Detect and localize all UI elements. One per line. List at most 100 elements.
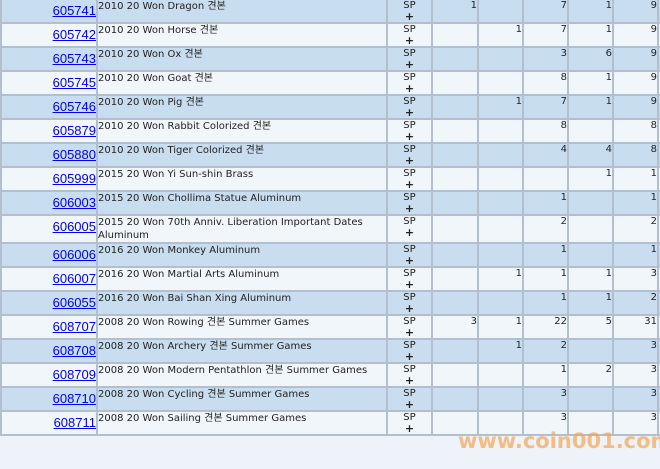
spacer-cell	[657, 362, 660, 388]
coin-id-link[interactable]: 608711	[53, 415, 96, 430]
grade-label: SP	[403, 316, 416, 327]
plus-link[interactable]: +	[404, 254, 415, 267]
count-cell	[567, 242, 614, 268]
spacer-cell	[657, 338, 660, 364]
plus-link[interactable]: +	[404, 422, 415, 435]
count-cell: 1	[522, 242, 569, 268]
description-cell: 2010 20 Won Dragon 견본	[96, 0, 388, 24]
table-row: 605743 2010 20 Won Ox 견본 SP +3 6 9	[0, 46, 660, 72]
coin-id-link[interactable]: 606007	[52, 271, 96, 286]
count-cell: 3	[522, 46, 569, 72]
count-cell: 3	[612, 338, 659, 364]
spacer-cell	[657, 190, 660, 216]
count-cell: 3	[612, 386, 659, 412]
table-row: 605880 2010 20 Won Tiger Colorized 견본 SP +4…	[0, 142, 660, 168]
coin-id-link[interactable]: 608709	[52, 367, 96, 382]
plus-link[interactable]: +	[404, 154, 415, 167]
table-row: 605746 2010 20 Won Pig 견본 SP +1 7 1 9	[0, 94, 660, 120]
coin-id-link[interactable]: 606055	[52, 295, 96, 310]
coin-id-link[interactable]: 605879	[52, 123, 96, 138]
id-cell: 606003	[0, 190, 98, 216]
count-cell	[431, 386, 479, 412]
plus-link[interactable]: +	[404, 278, 415, 291]
coin-id-link[interactable]: 605742	[52, 27, 96, 42]
count-cell: 1	[477, 94, 524, 120]
count-cell	[431, 266, 479, 292]
coin-id-link[interactable]: 606006	[52, 247, 96, 262]
spacer-cell	[657, 166, 660, 192]
coin-id-link[interactable]: 608708	[52, 343, 96, 358]
grade-cell: SP +	[386, 166, 433, 192]
id-cell: 605880	[0, 142, 98, 168]
id-cell: 605743	[0, 46, 98, 72]
plus-link[interactable]: +	[404, 10, 415, 23]
spacer-cell	[657, 0, 660, 24]
count-cell	[431, 118, 479, 144]
grade-label: SP	[403, 168, 416, 179]
count-cell: 1	[567, 70, 614, 96]
plus-link[interactable]: +	[404, 374, 415, 387]
spacer-cell	[657, 118, 660, 144]
coin-id-link[interactable]: 605999	[52, 171, 96, 186]
count-cell: 3	[612, 266, 659, 292]
coin-id-link[interactable]: 605745	[52, 75, 96, 90]
plus-link[interactable]: +	[404, 350, 415, 363]
grade-cell: SP +	[386, 46, 433, 72]
count-cell	[477, 290, 524, 316]
plus-link[interactable]: +	[404, 226, 415, 239]
grade-cell: SP +	[386, 190, 433, 216]
grade-cell: SP +	[386, 0, 433, 24]
count-cell	[431, 70, 479, 96]
table-row: 605879 2010 20 Won Rabbit Colorized 견본 SP +…	[0, 118, 660, 144]
plus-link[interactable]: +	[404, 398, 415, 411]
coin-id-link[interactable]: 605880	[52, 147, 96, 162]
plus-link[interactable]: +	[404, 202, 415, 215]
description-cell: 2015 20 Won 70th Anniv. Liberation Impor…	[96, 214, 388, 244]
plus-link[interactable]: +	[404, 302, 415, 315]
coin-id-link[interactable]: 605741	[52, 3, 96, 18]
table-row: 608707 2008 20 Won Rowing 견본 Summer Games…	[0, 314, 660, 340]
plus-link[interactable]: +	[404, 326, 415, 339]
grade-cell: SP +	[386, 410, 433, 436]
count-cell	[431, 142, 479, 168]
coin-id-link[interactable]: 608710	[52, 391, 96, 406]
description-cell: 2010 20 Won Horse 견본	[96, 22, 388, 48]
id-cell: 605745	[0, 70, 98, 96]
plus-link[interactable]: +	[404, 178, 415, 191]
count-cell: 1	[477, 338, 524, 364]
count-cell: 6	[567, 46, 614, 72]
id-cell: 608708	[0, 338, 98, 364]
count-cell: 2	[612, 290, 659, 316]
population-table: 605741 2010 20 Won Dragon 견본 SP +1 7 1 9 605742…	[0, 0, 660, 436]
count-cell: 1	[477, 314, 524, 340]
count-cell: 1	[522, 290, 569, 316]
grade-cell: SP +	[386, 142, 433, 168]
coin-id-link[interactable]: 605746	[52, 99, 96, 114]
plus-link[interactable]: +	[404, 130, 415, 143]
spacer-cell	[657, 242, 660, 268]
count-cell: 3	[612, 410, 659, 436]
grade-label: SP	[403, 96, 416, 107]
table-row: 608711 2008 20 Won Sailing 견본 Summer Game…	[0, 410, 660, 436]
count-cell	[477, 410, 524, 436]
count-cell	[431, 338, 479, 364]
plus-link[interactable]: +	[404, 34, 415, 47]
table-row: 605999 2015 20 Won Yi Sun-shin Brass SP +1 1	[0, 166, 660, 192]
count-cell	[567, 338, 614, 364]
coin-id-link[interactable]: 608707	[52, 319, 96, 334]
count-cell: 1	[567, 22, 614, 48]
coin-id-link[interactable]: 605743	[52, 51, 96, 66]
coin-id-link[interactable]: 606005	[52, 219, 96, 234]
grade-label: SP	[403, 268, 416, 279]
count-cell: 3	[522, 410, 569, 436]
count-cell: 1	[567, 0, 614, 24]
plus-link[interactable]: +	[404, 58, 415, 71]
plus-link[interactable]: +	[404, 106, 415, 119]
coin-id-link[interactable]: 606003	[52, 195, 96, 210]
count-cell: 1	[567, 290, 614, 316]
count-cell	[431, 166, 479, 192]
plus-link[interactable]: +	[404, 82, 415, 95]
description-cell: 2008 20 Won Sailing 견본 Summer Games	[96, 410, 388, 436]
count-cell	[431, 362, 479, 388]
grade-cell: SP +	[386, 386, 433, 412]
